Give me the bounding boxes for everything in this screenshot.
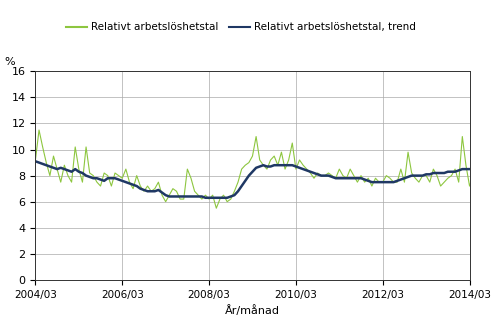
Relativt arbetslöshetstal, trend	[58, 166, 64, 170]
Relativt arbetslöshetstal	[232, 189, 238, 193]
Relativt arbetslöshetstal, trend	[474, 166, 480, 170]
Relativt arbetslöshetstal	[87, 171, 93, 175]
Relativt arbetslöshetstal	[80, 180, 86, 184]
Relativt arbetslöshetstal, trend	[83, 174, 89, 178]
Relativt arbetslöshetstal	[163, 200, 169, 203]
X-axis label: År/månad: År/månad	[225, 305, 280, 316]
Relativt arbetslöshetstal, trend	[159, 191, 165, 194]
Relativt arbetslöshetstal, trend	[203, 196, 209, 200]
Line: Relativt arbetslöshetstal: Relativt arbetslöshetstal	[35, 130, 477, 208]
Relativt arbetslöshetstal	[36, 128, 42, 132]
Relativt arbetslöshetstal	[398, 167, 404, 171]
Relativt arbetslöshetstal	[32, 158, 38, 162]
Y-axis label: %: %	[4, 57, 14, 67]
Relativt arbetslöshetstal	[474, 154, 480, 158]
Relativt arbetslöshetstal, trend	[228, 194, 234, 198]
Relativt arbetslöshetstal	[213, 206, 219, 210]
Legend: Relativt arbetslöshetstal, Relativt arbetslöshetstal, trend: Relativt arbetslöshetstal, Relativt arbe…	[62, 18, 420, 36]
Relativt arbetslöshetstal, trend	[32, 159, 38, 163]
Line: Relativt arbetslöshetstal, trend: Relativt arbetslöshetstal, trend	[35, 161, 477, 198]
Relativt arbetslöshetstal, trend	[76, 170, 82, 174]
Relativt arbetslöshetstal, trend	[394, 179, 400, 183]
Relativt arbetslöshetstal	[61, 163, 67, 167]
